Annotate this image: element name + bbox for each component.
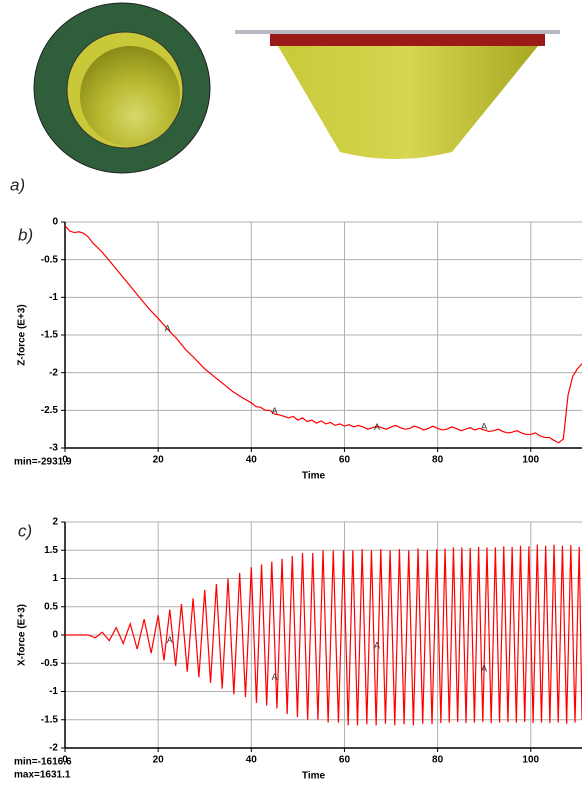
x-tick-label: 100 [522,755,539,766]
y-tick-label: -3 [49,443,58,454]
y-tick-label: -2.5 [41,405,59,416]
y-tick-label: 2 [52,517,58,528]
y-tick-label: 1 [52,573,58,584]
curve-marker: A [272,406,278,416]
y-tick-label: -1 [49,292,58,303]
y-tick-label: 0.5 [44,601,58,612]
x-axis-label: Time [302,471,326,482]
curve-marker: A [164,323,170,333]
x-tick-label: 40 [246,755,258,766]
x-tick-label: 40 [246,455,258,466]
curve-marker: A [272,672,278,682]
y-tick-label: -1.5 [41,330,59,341]
disc-image [34,3,210,173]
curve-marker: A [167,635,173,645]
y-tick-label: -1 [49,686,58,697]
x-tick-label: 80 [432,455,444,466]
y-tick-label: -2 [49,367,58,378]
y-tick-label: -2 [49,743,58,754]
x-tick-label: 100 [522,455,539,466]
y-tick-label: -0.5 [41,254,59,265]
max-note: max=1631.1 [14,770,71,781]
figure: a) b) c) 0 -0.5 -1 -1.5 -2 -2.5 -3 0 20 40 60 80 100… [0,0,582,784]
y-tick-label: 1.5 [44,545,58,556]
page: {"panel_labels": ["a)", "b)", "c)"], "ch… [0,0,582,789]
curve-marker: A [481,421,487,431]
panel-label: b) [18,225,33,244]
y-axis-label: X-force (E+3) [17,604,28,666]
panel-label: a) [10,175,25,194]
curve-marker: A [374,641,380,651]
y-tick-label: -1.5 [41,714,59,725]
x-tick-label: 60 [339,755,351,766]
x-tick-label: 80 [432,755,444,766]
curve-marker: A [374,422,380,432]
y-tick-label: 0 [52,217,58,228]
x-axis-label: Time [302,771,326,782]
min-note: min=-1616.6 [14,757,72,768]
min-note: min=-2931.9 [14,457,72,468]
y-tick-label: -0.5 [41,658,59,669]
curve-marker: A [481,663,487,673]
x-tick-label: 20 [153,455,165,466]
panel-label: c) [18,521,32,540]
x-tick-label: 20 [153,755,165,766]
y-tick-label: 0 [52,630,58,641]
y-axis-label: Z-force (E+3) [17,304,28,365]
x-tick-label: 60 [339,455,351,466]
cup-image [235,30,560,159]
